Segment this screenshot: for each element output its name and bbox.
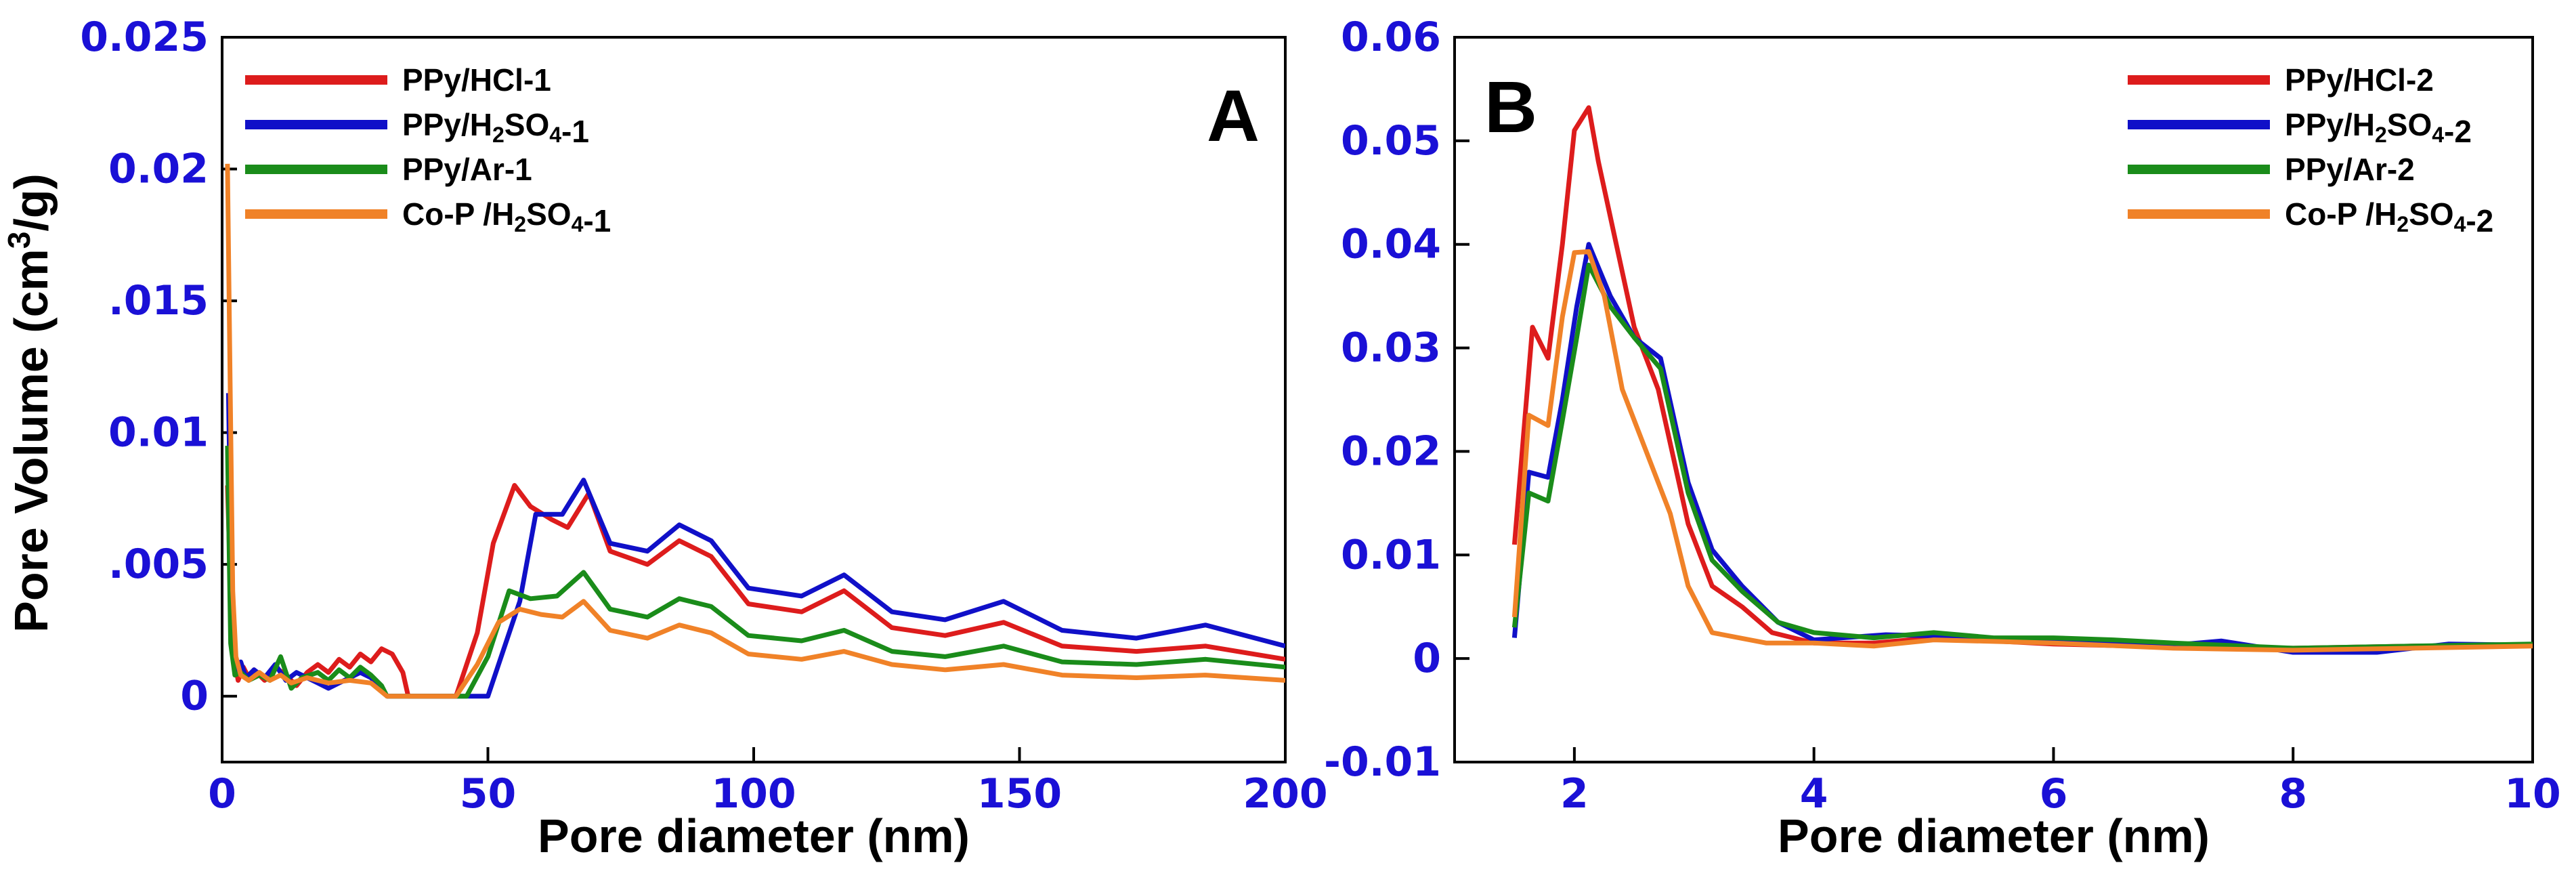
y-tick-label: 0: [180, 673, 209, 720]
y-tick-label: 0.05: [1341, 117, 1441, 165]
chart-panel-b: -0.01 0 0.01 0.02 0.03 0.04 0.05 0.06 2 4 6 8 10 PPy/…: [1324, 14, 2561, 862]
y-tick-label: 0.025: [80, 14, 209, 61]
y-tick-label: -0.01: [1324, 738, 1441, 786]
legend-entry: PPy/Ar-2: [2285, 152, 2415, 187]
series-line-3: [225, 446, 1285, 699]
x-tick-label: 100: [711, 770, 796, 818]
x-tick-label: 4: [1800, 770, 1828, 818]
series-line-4: [1511, 249, 2533, 653]
y-tick-label: 0.01: [1341, 531, 1441, 578]
x-tick-label: 10: [2504, 770, 2561, 818]
y-tick-label: .005: [108, 541, 209, 588]
chart-panel-a: 0 .005 0.01 .015 0.02 0.025 0 50 100 150 200 PPy/HC…: [1, 14, 1328, 862]
legend-entry: PPy/H2SO4-2: [2285, 107, 2472, 149]
y-tick-label: 0.06: [1341, 14, 1441, 61]
legend-entry: PPy/HCl-1: [402, 62, 551, 98]
panel-label: B: [1484, 66, 1537, 148]
x-tick-label: 6: [2040, 770, 2068, 818]
x-tick-label: 0: [208, 770, 236, 818]
y-tick-label: 0.01: [108, 409, 209, 457]
y-axis-title: Pore Volume (cm3/g): [1, 173, 58, 633]
x-tick-label: 2: [1560, 770, 1589, 818]
plot-frame: [1453, 36, 2534, 763]
x-tick-label: 200: [1243, 770, 1327, 818]
legend-entry: PPy/HCl-2: [2285, 62, 2434, 98]
legend-entry: PPy/Ar-1: [402, 152, 532, 187]
x-axis-title: Pore diameter (nm): [1778, 809, 2210, 862]
x-tick-label: 8: [2279, 770, 2307, 818]
series-line-2: [1511, 242, 2533, 655]
x-tick-label: 50: [460, 770, 517, 818]
y-tick-label: 0.03: [1341, 324, 1441, 372]
panel-label: A: [1207, 75, 1260, 156]
x-axis-title: Pore diameter (nm): [538, 809, 970, 862]
y-tick-label: .015: [108, 277, 209, 324]
y-tick-label: 0.02: [108, 146, 209, 193]
y-tick-label: 0.04: [1341, 221, 1441, 268]
x-tick-label: 150: [977, 770, 1062, 818]
legend-entry: Co-P /H2SO4-2: [2285, 196, 2493, 238]
legend-entry: PPy/H2SO4-1: [402, 107, 589, 149]
series-line-4: [225, 163, 1285, 699]
series-line-3: [1511, 262, 2533, 651]
legend-entry: Co-P /H2SO4-1: [402, 196, 611, 238]
y-tick-label: 0: [1413, 635, 1441, 682]
y-tick-label: 0.02: [1341, 427, 1441, 475]
